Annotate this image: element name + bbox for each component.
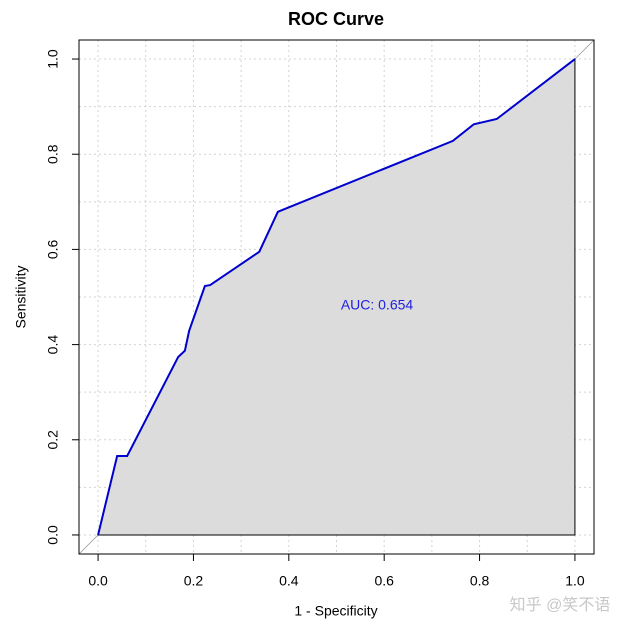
y-tick-label: 0.6 bbox=[45, 239, 61, 259]
y-tick-label: 0.8 bbox=[45, 144, 61, 164]
y-tick-label: 1.0 bbox=[45, 49, 61, 69]
watermark: 知乎 @笑不语 bbox=[510, 596, 611, 614]
x-tick-label: 0.4 bbox=[279, 573, 299, 589]
y-tick-label: 0.0 bbox=[45, 525, 61, 545]
x-tick-label: 0.8 bbox=[470, 573, 490, 589]
x-axis-label: 1 - Specificity bbox=[294, 603, 377, 619]
y-axis-label: Sensitivity bbox=[13, 265, 29, 328]
x-tick-label: 0.2 bbox=[184, 573, 204, 589]
x-tick-label: 0.0 bbox=[88, 573, 108, 589]
auc-annotation: AUC: 0.654 bbox=[341, 297, 414, 313]
y-tick-label: 0.4 bbox=[45, 335, 61, 355]
x-tick-label: 0.6 bbox=[374, 573, 394, 589]
chart-title: ROC Curve bbox=[288, 9, 384, 29]
roc-line bbox=[97, 58, 576, 536]
plot-frame bbox=[78, 39, 595, 555]
x-tick-label: 1.0 bbox=[565, 573, 585, 589]
y-tick-label: 0.2 bbox=[45, 430, 61, 450]
